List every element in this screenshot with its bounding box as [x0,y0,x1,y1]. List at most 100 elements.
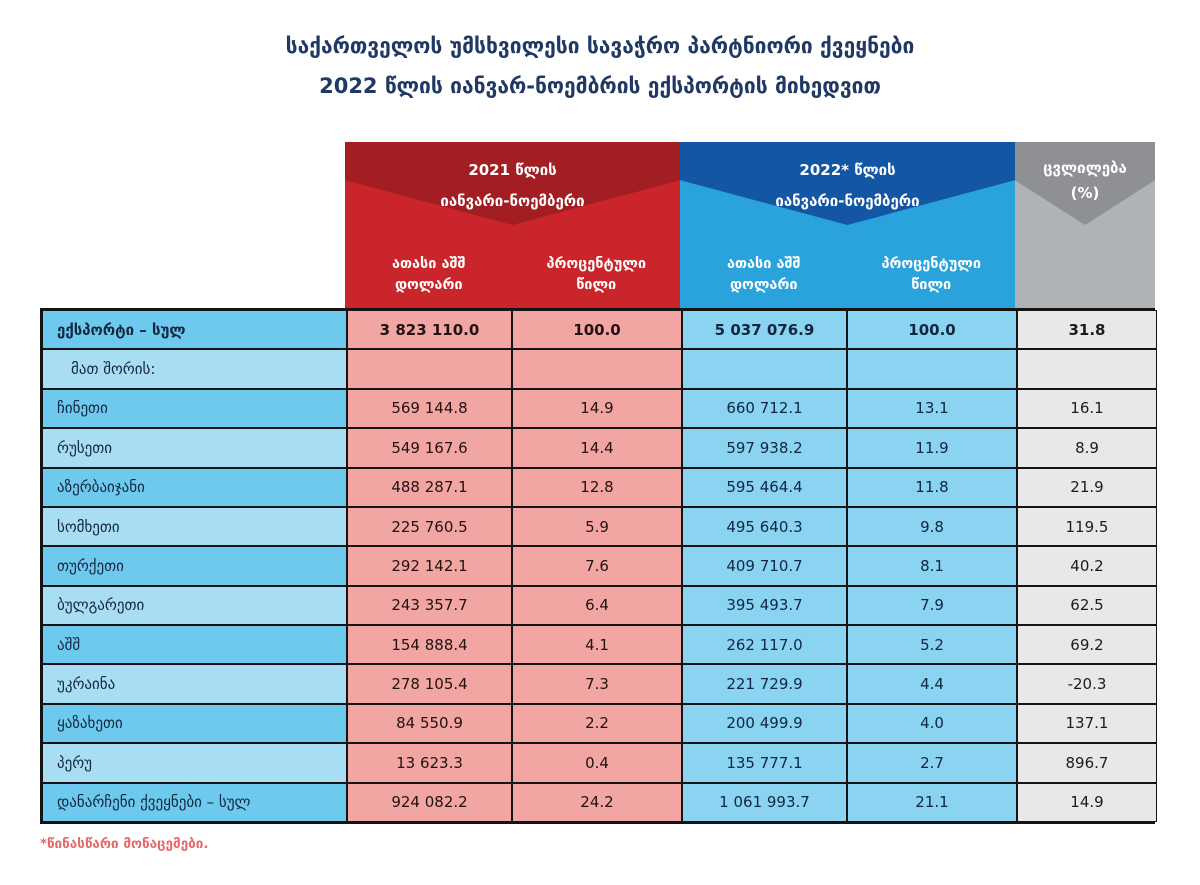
usd-2021-cell: 3 823 110.0 [347,310,512,350]
table-header: 2021 წლის იანვარი-ნოემბერი ათასი აშშ დოლ… [40,142,1155,308]
pct-2021-cell: 2.2 [512,703,682,744]
usd-2021-cell: 13 623.3 [347,743,512,783]
change-cell: 14.9 [1017,782,1157,822]
pct-2021-cell: 5.9 [512,506,682,547]
country-cell: პერუ [42,743,347,783]
change-cell: 69.2 [1017,625,1157,665]
country-cell: აზერბაიჯანი [42,467,347,507]
change-cell: 8.9 [1017,428,1157,468]
country-cell: უკრაინა [42,664,347,704]
usd-2021-cell: 292 142.1 [347,546,512,586]
page-title-line1: საქართველოს უმსხვილესი სავაჭრო პარტნიორი… [285,34,915,58]
change-cell: 896.7 [1017,743,1157,783]
year-2021-line2: იანვარი-ნოემბერი [440,192,585,210]
usd-2021-cell: 924 082.2 [347,782,512,822]
change-cell [1017,349,1157,389]
usd-2022-cell: 597 938.2 [682,428,847,468]
subheader-2021-pct: პროცენტული წილი [546,256,647,293]
country-cell: ჩინეთი [42,388,347,429]
year-2021-line1: 2021 წლის [468,161,557,179]
usd-2022-cell [682,349,847,389]
header-group-2022: 2022* წლის იანვარი-ნოემბერი ათასი აშშ დო… [680,142,1015,308]
pct-2022-cell: 11.8 [847,467,1017,507]
table-body: ექსპორტი – სულ 3 823 110.0 100.0 5 037 076.… [40,308,1157,824]
usd-2022-cell: 660 712.1 [682,388,847,429]
pct-2021-cell: 6.4 [512,585,682,625]
pct-2022-cell: 13.1 [847,388,1017,429]
pct-2022-cell [847,349,1017,389]
year-label-2021: 2021 წლის იანვარი-ნოემბერი [345,142,680,217]
pct-2021-cell: 14.4 [512,428,682,468]
usd-2022-cell: 262 117.0 [682,625,847,665]
usd-2021-cell: 154 888.4 [347,625,512,665]
country-cell: ყაზახეთი [42,703,347,744]
country-cell: სომხეთი [42,506,347,547]
usd-2022-cell: 221 729.9 [682,664,847,704]
pct-2021-cell: 14.9 [512,388,682,429]
change-cell: -20.3 [1017,664,1157,704]
subheader-2021-usd: ათასი აშშ დოლარი [391,256,466,293]
pct-2021-cell: 4.1 [512,625,682,665]
pct-2022-cell: 5.2 [847,625,1017,665]
year-2022-line2: იანვარი-ნოემბერი [775,192,920,210]
header-group-2021: 2021 წლის იანვარი-ნოემბერი ათასი აშშ დოლ… [345,142,680,308]
country-cell: მათ შორის: [42,349,347,389]
pct-2021-cell: 7.3 [512,664,682,704]
change-cell: 40.2 [1017,546,1157,586]
usd-2022-cell: 135 777.1 [682,743,847,783]
pct-2022-cell: 8.1 [847,546,1017,586]
country-cell: ექსპორტი – სულ [42,310,347,350]
export-table: 2021 წლის იანვარი-ნოემბერი ათასი აშშ დოლ… [40,142,1157,824]
country-cell: რუსეთი [42,428,347,468]
subheaders-2022: ათასი აშშ დოლარი პროცენტული წილი [680,254,1015,296]
usd-2021-cell: 488 287.1 [347,467,512,507]
change-cell: 62.5 [1017,585,1157,625]
pct-2022-cell: 11.9 [847,428,1017,468]
usd-2021-cell: 243 357.7 [347,585,512,625]
page-title: საქართველოს უმსხვილესი სავაჭრო პარტნიორი… [0,26,1200,106]
usd-2021-cell [347,349,512,389]
usd-2021-cell: 84 550.9 [347,703,512,744]
pct-2021-cell: 0.4 [512,743,682,783]
subheaders-2021: ათასი აშშ დოლარი პროცენტული წილი [345,254,680,296]
usd-2022-cell: 5 037 076.9 [682,310,847,350]
country-cell: ბულგარეთი [42,585,347,625]
usd-2021-cell: 549 167.6 [347,428,512,468]
pct-2022-cell: 100.0 [847,310,1017,350]
pct-2022-cell: 21.1 [847,782,1017,822]
year-2022-line1: 2022* წლის [799,161,896,179]
subheader-2022-pct: პროცენტული წილი [881,256,982,293]
pct-2021-cell: 24.2 [512,782,682,822]
pct-2021-cell: 100.0 [512,310,682,350]
change-column-label: ცვლილება (%) [1043,159,1127,202]
usd-2022-cell: 200 499.9 [682,703,847,744]
country-cell: დანარჩენი ქვეყნები – სულ [42,782,347,822]
pct-2021-cell [512,349,682,389]
change-cell: 119.5 [1017,506,1157,547]
usd-2021-cell: 278 105.4 [347,664,512,704]
footnote: *წინასწარი მონაცემები. [40,836,209,852]
usd-2022-cell: 595 464.4 [682,467,847,507]
header-spacer [40,142,345,308]
pct-2022-cell: 4.0 [847,703,1017,744]
usd-2022-cell: 395 493.7 [682,585,847,625]
pct-2021-cell: 12.8 [512,467,682,507]
country-cell: აშშ [42,625,347,665]
change-cell: 31.8 [1017,310,1157,350]
usd-2021-cell: 225 760.5 [347,506,512,547]
usd-2022-cell: 409 710.7 [682,546,847,586]
pct-2021-cell: 7.6 [512,546,682,586]
country-cell: თურქეთი [42,546,347,586]
year-label-2022: 2022* წლის იანვარი-ნოემბერი [680,142,1015,217]
change-cell: 137.1 [1017,703,1157,744]
page-title-line2: 2022 წლის იანვარ-ნოემბრის ექსპორტის მიხე… [319,74,881,98]
pct-2022-cell: 9.8 [847,506,1017,547]
pct-2022-cell: 2.7 [847,743,1017,783]
usd-2022-cell: 495 640.3 [682,506,847,547]
pct-2022-cell: 4.4 [847,664,1017,704]
subheader-2022-usd: ათასი აშშ დოლარი [726,256,801,293]
change-cell: 16.1 [1017,388,1157,429]
header-group-change: ცვლილება (%) [1015,142,1155,308]
pct-2022-cell: 7.9 [847,585,1017,625]
